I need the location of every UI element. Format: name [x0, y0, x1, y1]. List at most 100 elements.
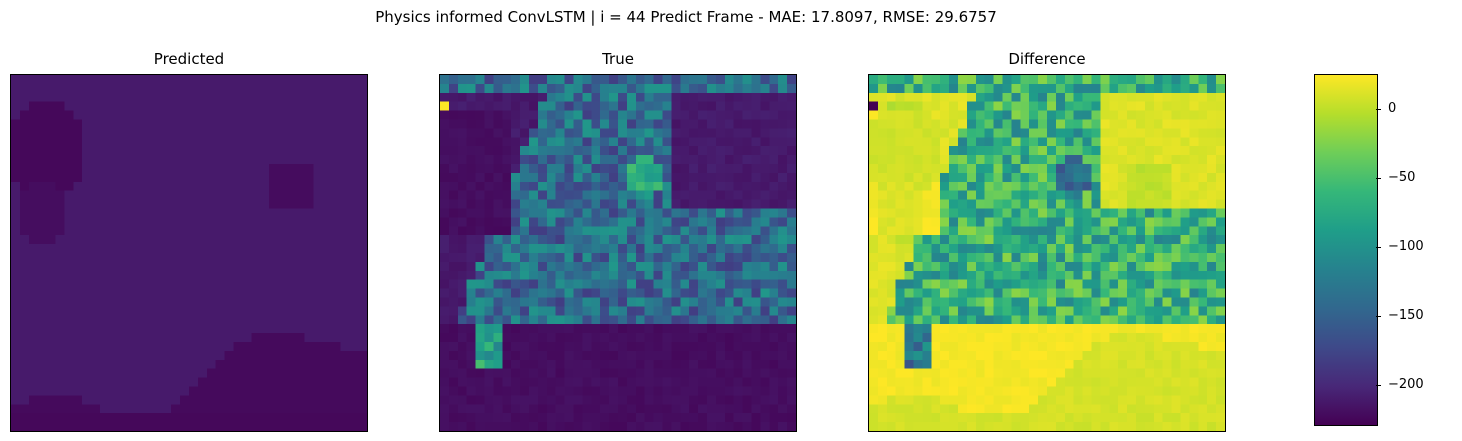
heatmap-cell	[1011, 172, 1021, 182]
heatmap-cell	[251, 235, 261, 245]
heatmap-cell	[1216, 253, 1225, 263]
heatmap-cell	[904, 359, 914, 369]
heatmap-cell	[1073, 315, 1083, 325]
heatmap-cell	[28, 279, 38, 289]
heatmap-cell	[251, 368, 261, 378]
heatmap-cell	[1073, 261, 1083, 271]
heatmap-cell	[895, 377, 905, 387]
heatmap-cell	[671, 235, 681, 245]
heatmap-cell	[260, 172, 270, 182]
heatmap-cell	[751, 190, 761, 200]
heatmap-cell	[715, 279, 725, 289]
heatmap-cell	[1082, 315, 1092, 325]
heatmap-cell	[1207, 279, 1217, 289]
heatmap-cell	[1153, 261, 1163, 271]
heatmap-cell	[626, 110, 636, 120]
heatmap-cell	[922, 181, 932, 191]
heatmap-cell	[260, 350, 270, 360]
heatmap-cell	[511, 199, 521, 209]
heatmap-cell	[1064, 350, 1074, 360]
heatmap-cell	[260, 270, 270, 280]
heatmap-cell	[958, 306, 968, 316]
heatmap-cell	[1109, 128, 1119, 138]
heatmap-cell	[135, 368, 145, 378]
heatmap-cell	[1198, 422, 1208, 431]
heatmap-cell	[189, 199, 199, 209]
heatmap-cell	[626, 199, 636, 209]
heatmap-cell	[215, 306, 225, 316]
heatmap-cell	[1091, 404, 1101, 414]
heatmap-cell	[197, 413, 207, 423]
heatmap-cell	[153, 137, 163, 147]
heatmap-cell	[1162, 297, 1172, 307]
heatmap-cell	[215, 270, 225, 280]
heatmap-cell	[733, 217, 743, 227]
heatmap-cell	[260, 395, 270, 405]
heatmap-cell	[340, 110, 350, 120]
heatmap-cell	[457, 235, 467, 245]
heatmap-cell	[46, 359, 56, 369]
heatmap-cell	[466, 422, 476, 431]
heatmap-cell	[100, 333, 110, 343]
heatmap-cell	[609, 350, 619, 360]
heatmap-cell	[1091, 342, 1101, 352]
heatmap-cell	[869, 146, 879, 156]
heatmap-cell	[100, 146, 110, 156]
heatmap-cell	[618, 413, 628, 423]
heatmap-cell	[1082, 288, 1092, 298]
heatmap-cell	[1127, 199, 1137, 209]
heatmap-cell	[582, 128, 592, 138]
heatmap-cell	[1127, 422, 1137, 431]
heatmap-cell	[100, 297, 110, 307]
heatmap-cell	[1216, 377, 1225, 387]
heatmap-cell	[600, 377, 610, 387]
heatmap-cell	[733, 333, 743, 343]
heatmap-cell	[100, 377, 110, 387]
heatmap-cell	[869, 306, 879, 316]
heatmap-cell	[28, 306, 38, 316]
heatmap-cell	[73, 92, 83, 102]
heatmap-cell	[493, 190, 503, 200]
heatmap-cell	[466, 279, 476, 289]
heatmap-cell	[358, 244, 367, 254]
heatmap-cell	[1127, 75, 1137, 85]
heatmap-cell	[984, 208, 994, 218]
heatmap-cell	[671, 342, 681, 352]
heatmap-cell	[322, 288, 332, 298]
heatmap-cell	[189, 235, 199, 245]
heatmap-cell	[1162, 368, 1172, 378]
heatmap-cell	[466, 110, 476, 120]
heatmap-cell	[1064, 128, 1074, 138]
heatmap-cell	[126, 172, 136, 182]
heatmap-cell	[689, 315, 699, 325]
heatmap-cell	[1162, 404, 1172, 414]
heatmap-cell	[233, 199, 243, 209]
heatmap-cell	[609, 235, 619, 245]
heatmap-cell	[144, 288, 154, 298]
heatmap-cell	[984, 359, 994, 369]
heatmap-cell	[1144, 190, 1154, 200]
heatmap-cell	[162, 83, 172, 93]
heatmap-cell	[1047, 350, 1057, 360]
heatmap-cell	[1002, 164, 1012, 174]
heatmap-cell	[215, 92, 225, 102]
heatmap-cell	[958, 315, 968, 325]
heatmap-cell	[233, 297, 243, 307]
heatmap-cell	[520, 288, 530, 298]
heatmap-cell	[751, 128, 761, 138]
heatmap-cell	[698, 386, 708, 396]
heatmap-cell	[502, 306, 512, 316]
heatmap-cell	[546, 217, 556, 227]
heatmap-cell	[1207, 333, 1217, 343]
heatmap-cell	[913, 315, 923, 325]
heatmap-cell	[1011, 75, 1021, 85]
heatmap-cell	[224, 75, 234, 85]
heatmap-cell	[340, 119, 350, 129]
heatmap-cell	[82, 217, 92, 227]
heatmap-cell	[278, 404, 288, 414]
heatmap-cell	[895, 181, 905, 191]
heatmap-cell	[73, 137, 83, 147]
heatmap-cell	[931, 386, 941, 396]
heatmap-cell	[715, 261, 725, 271]
heatmap-cell	[787, 333, 796, 343]
